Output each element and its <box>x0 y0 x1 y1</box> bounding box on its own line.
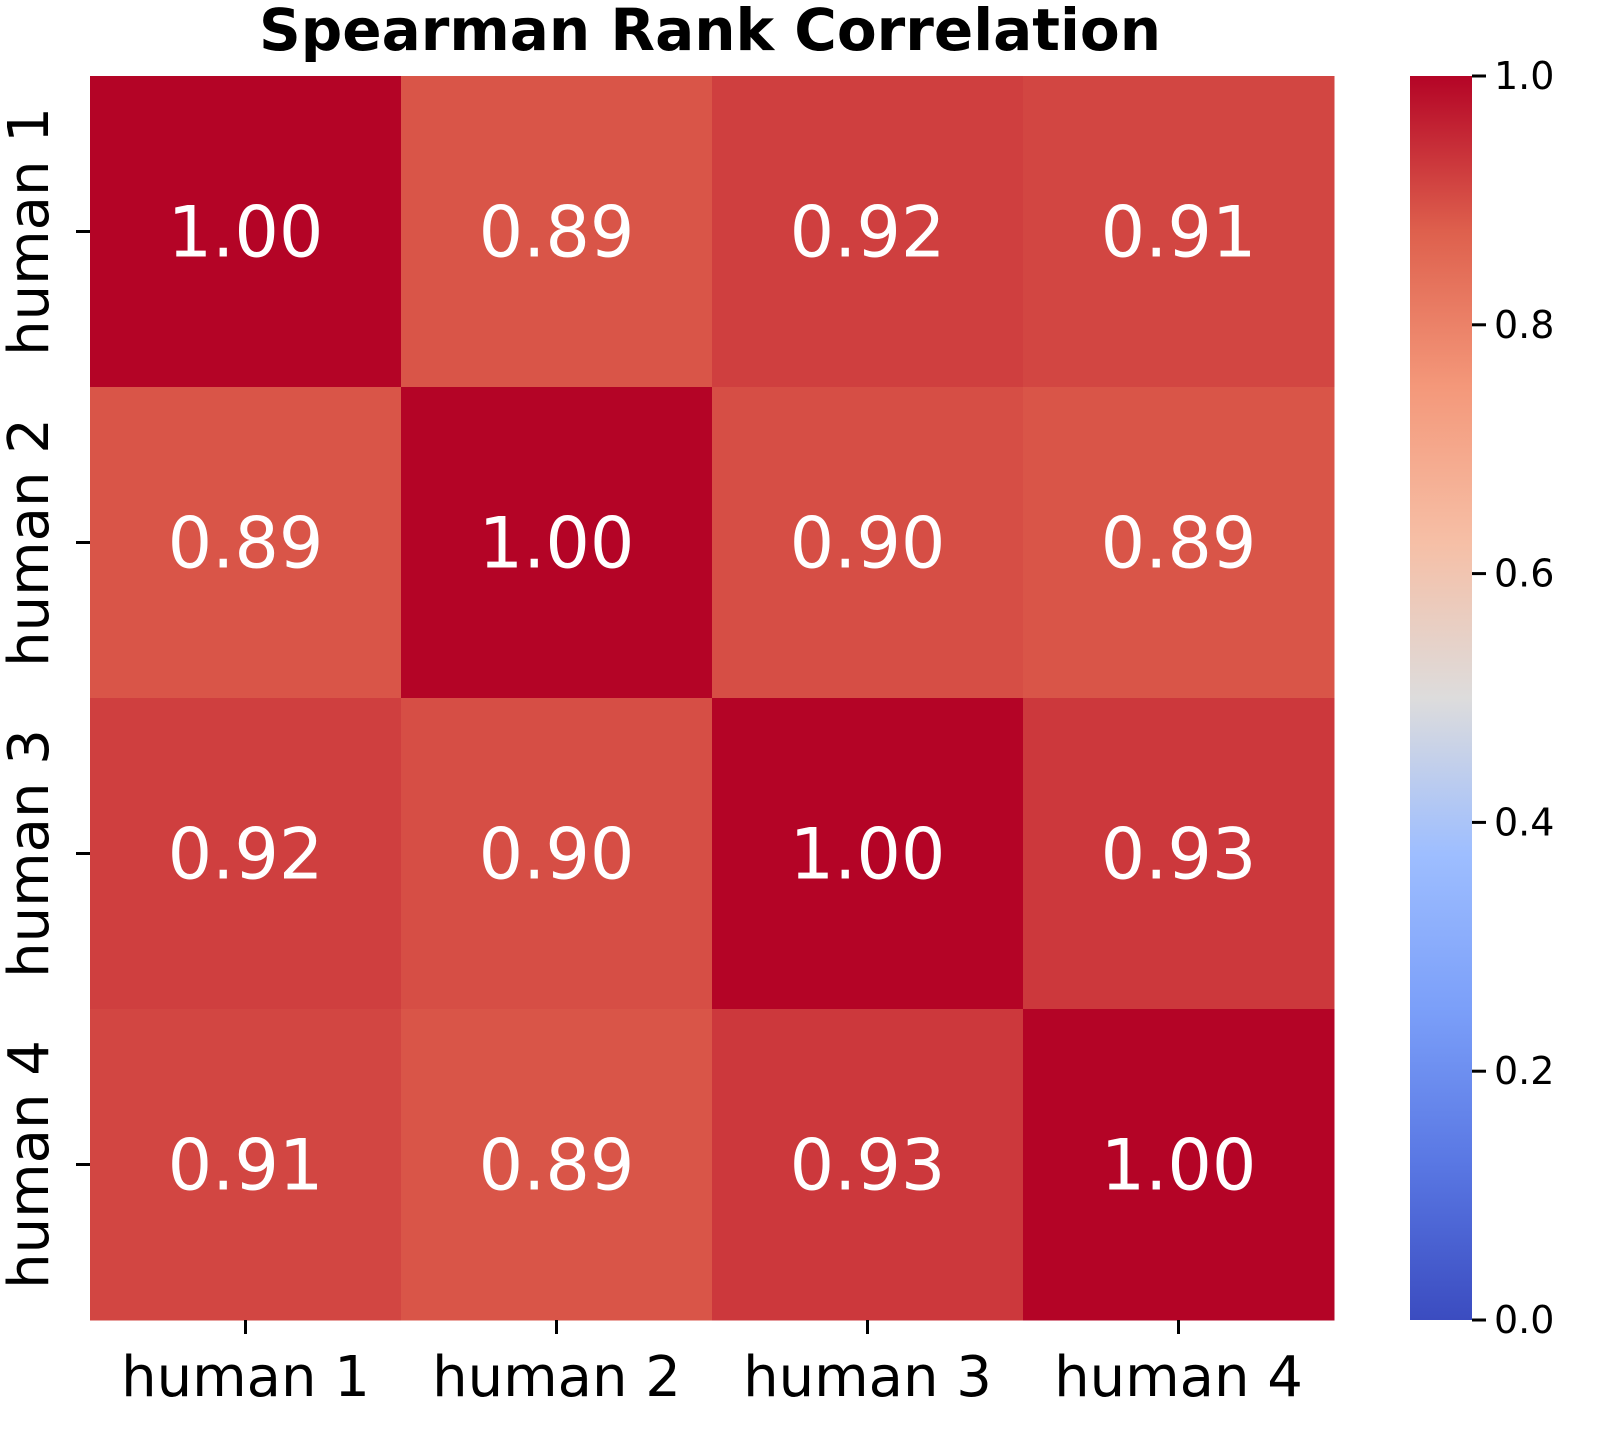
heatmap-cells <box>90 76 1335 1321</box>
heatmap-cell-r2-c3 <box>712 387 1024 699</box>
colorbar-ticks: 0.0 0.2 0.4 0.6 0.8 1.0 <box>1472 54 1554 1342</box>
heatmap-cell-r2-c2 <box>401 387 713 699</box>
cell-value-r4-c1: 0.91 <box>168 1125 324 1207</box>
chart-title: Spearman Rank Correlation <box>259 0 1161 64</box>
heatmap-cell-r1-c4 <box>1023 76 1335 388</box>
heatmap-cell-labels: 1.00 0.89 0.92 0.91 0.89 1.00 0.90 0.89 0.92 0.90… <box>168 192 1257 1207</box>
cell-value-r1-c4: 0.91 <box>1101 192 1257 274</box>
cell-value-r2-c3: 0.90 <box>790 503 946 585</box>
cell-value-r4-c4: 1.00 <box>1101 1125 1257 1207</box>
cell-value-r3-c3: 1.00 <box>790 814 946 896</box>
y-tick-label-3: human 3 <box>0 729 62 978</box>
colorbar-tick-label-1: 0.0 <box>1494 1298 1554 1342</box>
heatmap-cell-r2-c1 <box>90 387 402 699</box>
colorbar-tick-label-3: 0.4 <box>1494 800 1554 844</box>
heatmap-cell-r1-c3 <box>712 76 1024 388</box>
cell-value-r2-c4: 0.89 <box>1101 503 1257 585</box>
heatmap-cell-r3-c2 <box>401 698 713 1010</box>
heatmap-cell-r1-c1 <box>90 76 402 388</box>
heatmap-cell-r3-c1 <box>90 698 402 1010</box>
y-tick-label-4: human 4 <box>0 1040 62 1289</box>
x-tick-label-3: human 3 <box>743 1345 992 1410</box>
colorbar-gradient <box>1410 76 1472 1320</box>
cell-value-r4-c2: 0.89 <box>479 1125 635 1207</box>
x-tick-label-4: human 4 <box>1054 1345 1303 1410</box>
cell-value-r1-c3: 0.92 <box>790 192 946 274</box>
cell-value-r1-c2: 0.89 <box>479 192 635 274</box>
heatmap-cell-r4-c1 <box>90 1009 402 1321</box>
colorbar-tick-label-4: 0.6 <box>1494 552 1554 596</box>
heatmap-cell-r3-c4 <box>1023 698 1335 1010</box>
colorbar <box>1410 76 1472 1320</box>
cell-value-r4-c3: 0.93 <box>790 1125 946 1207</box>
x-tick-label-2: human 2 <box>432 1345 681 1410</box>
colorbar-tick-label-5: 0.8 <box>1494 303 1554 347</box>
heatmap-cell-r3-c3 <box>712 698 1024 1010</box>
cell-value-r3-c4: 0.93 <box>1101 814 1257 896</box>
y-axis: human 1 human 2 human 3 human 4 <box>0 107 90 1289</box>
heatmap-cell-r2-c4 <box>1023 387 1335 699</box>
colorbar-tick-label-2: 0.2 <box>1494 1049 1554 1093</box>
heatmap-cell-r4-c3 <box>712 1009 1024 1321</box>
cell-value-r1-c1: 1.00 <box>168 192 324 274</box>
cell-value-r2-c1: 0.89 <box>168 503 324 585</box>
heatmap-cell-r1-c2 <box>401 76 713 388</box>
cell-value-r3-c1: 0.92 <box>168 814 324 896</box>
x-axis: human 1 human 2 human 3 human 4 <box>121 1320 1303 1410</box>
y-tick-label-1: human 1 <box>0 107 62 356</box>
heatmap-cell-r4-c2 <box>401 1009 713 1321</box>
colorbar-tick-label-6: 1.0 <box>1494 54 1554 98</box>
cell-value-r3-c2: 0.90 <box>479 814 635 896</box>
heatmap-cell-r4-c4 <box>1023 1009 1335 1321</box>
cell-value-r2-c2: 1.00 <box>479 503 635 585</box>
x-tick-label-1: human 1 <box>121 1345 370 1410</box>
y-tick-label-2: human 2 <box>0 418 62 667</box>
